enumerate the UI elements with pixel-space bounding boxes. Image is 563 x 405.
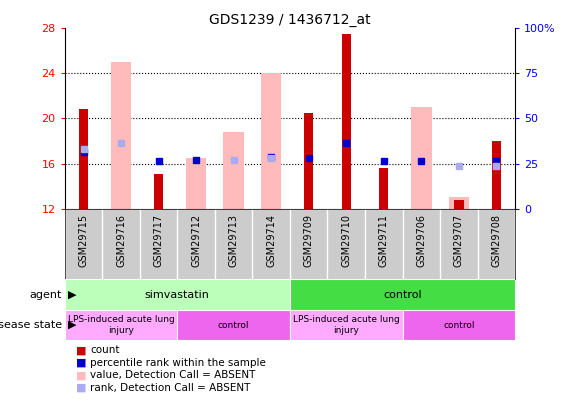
Bar	[304, 113, 314, 209]
Text: GSM29713: GSM29713	[229, 214, 239, 267]
Text: GSM29708: GSM29708	[491, 214, 502, 267]
Bar	[454, 200, 463, 209]
Text: GSM29714: GSM29714	[266, 214, 276, 267]
Bar	[177, 310, 290, 340]
Text: GSM29715: GSM29715	[78, 214, 88, 267]
Text: ■: ■	[76, 345, 87, 355]
Text: control: control	[443, 320, 475, 330]
Bar	[449, 197, 469, 209]
Text: GSM29706: GSM29706	[416, 214, 426, 267]
Text: ■: ■	[76, 383, 87, 393]
Text: GSM29711: GSM29711	[379, 214, 389, 267]
Text: GSM29709: GSM29709	[303, 214, 314, 267]
Text: control: control	[383, 290, 422, 300]
Bar	[65, 279, 290, 310]
Text: GSM29717: GSM29717	[154, 214, 164, 267]
Bar	[111, 62, 131, 209]
Text: LPS-induced acute lung
injury: LPS-induced acute lung injury	[68, 315, 175, 335]
Text: agent: agent	[29, 290, 62, 300]
Bar	[290, 279, 515, 310]
Text: LPS-induced acute lung
injury: LPS-induced acute lung injury	[293, 315, 400, 335]
Text: GSM29716: GSM29716	[116, 214, 126, 267]
Bar	[491, 141, 501, 209]
Text: control: control	[218, 320, 249, 330]
Bar	[290, 310, 403, 340]
Text: ■: ■	[76, 358, 87, 368]
Text: count: count	[90, 345, 119, 355]
Bar	[186, 158, 207, 209]
Bar	[411, 107, 432, 209]
Bar	[403, 310, 515, 340]
Text: ▶: ▶	[68, 320, 76, 330]
Text: GSM29707: GSM29707	[454, 214, 464, 267]
Text: ■: ■	[76, 371, 87, 380]
Bar	[342, 34, 351, 209]
Text: GSM29712: GSM29712	[191, 214, 201, 267]
Text: ▶: ▶	[68, 290, 76, 300]
Text: value, Detection Call = ABSENT: value, Detection Call = ABSENT	[90, 371, 256, 380]
Text: percentile rank within the sample: percentile rank within the sample	[90, 358, 266, 368]
Bar	[261, 73, 282, 209]
Bar	[79, 109, 88, 209]
Bar	[65, 310, 177, 340]
Bar	[379, 168, 388, 209]
Text: disease state: disease state	[0, 320, 62, 330]
Bar	[154, 174, 163, 209]
Text: rank, Detection Call = ABSENT: rank, Detection Call = ABSENT	[90, 383, 251, 393]
Text: GSM29710: GSM29710	[341, 214, 351, 267]
Text: simvastatin: simvastatin	[145, 290, 210, 300]
Title: GDS1239 / 1436712_at: GDS1239 / 1436712_at	[209, 13, 371, 27]
Bar	[224, 132, 244, 209]
